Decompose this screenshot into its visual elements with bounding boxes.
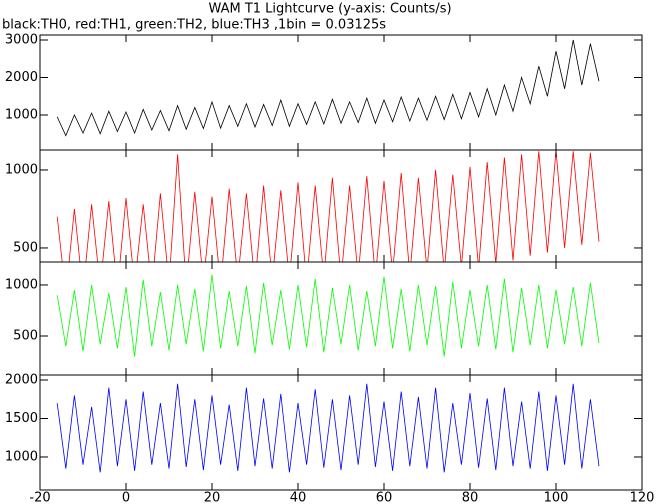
panel-frame <box>39 34 643 151</box>
panel <box>56 39 600 137</box>
y-tick-label: 1000 <box>5 162 38 177</box>
y-tick-label: 1000 <box>5 449 38 464</box>
x-tick-label: 100 <box>544 491 569 504</box>
y-tick-label: 1500 <box>5 411 38 426</box>
chart-subtitle: black:TH0, red:TH1, green:TH2, blue:TH3 … <box>2 18 386 33</box>
x-tick-label: 0 <box>122 491 130 504</box>
panel <box>56 383 600 473</box>
series-line <box>56 39 600 137</box>
y-tick-label: 3000 <box>5 32 38 47</box>
panel <box>56 274 600 357</box>
panel <box>56 150 600 262</box>
y-tick-label: 2000 <box>5 70 38 85</box>
series-line <box>56 150 600 262</box>
panel-frame <box>39 374 643 491</box>
x-tick-label: 80 <box>462 491 479 504</box>
series-line <box>56 383 600 473</box>
x-tick-label: 40 <box>290 491 307 504</box>
x-tick-label: 20 <box>204 491 221 504</box>
x-tick-label: 60 <box>376 491 393 504</box>
x-tick-label: -20 <box>29 491 50 504</box>
y-tick-label: 2000 <box>5 373 38 388</box>
y-tick-label: 500 <box>13 329 38 344</box>
chart-title: WAM T1 Lightcurve (y-axis: Counts/s) <box>208 2 451 17</box>
y-tick-label: 500 <box>13 240 38 255</box>
series-line <box>56 274 600 357</box>
x-tick-label: 120 <box>630 491 655 504</box>
y-tick-label: 1000 <box>5 108 38 123</box>
y-tick-label: 1000 <box>5 277 38 292</box>
